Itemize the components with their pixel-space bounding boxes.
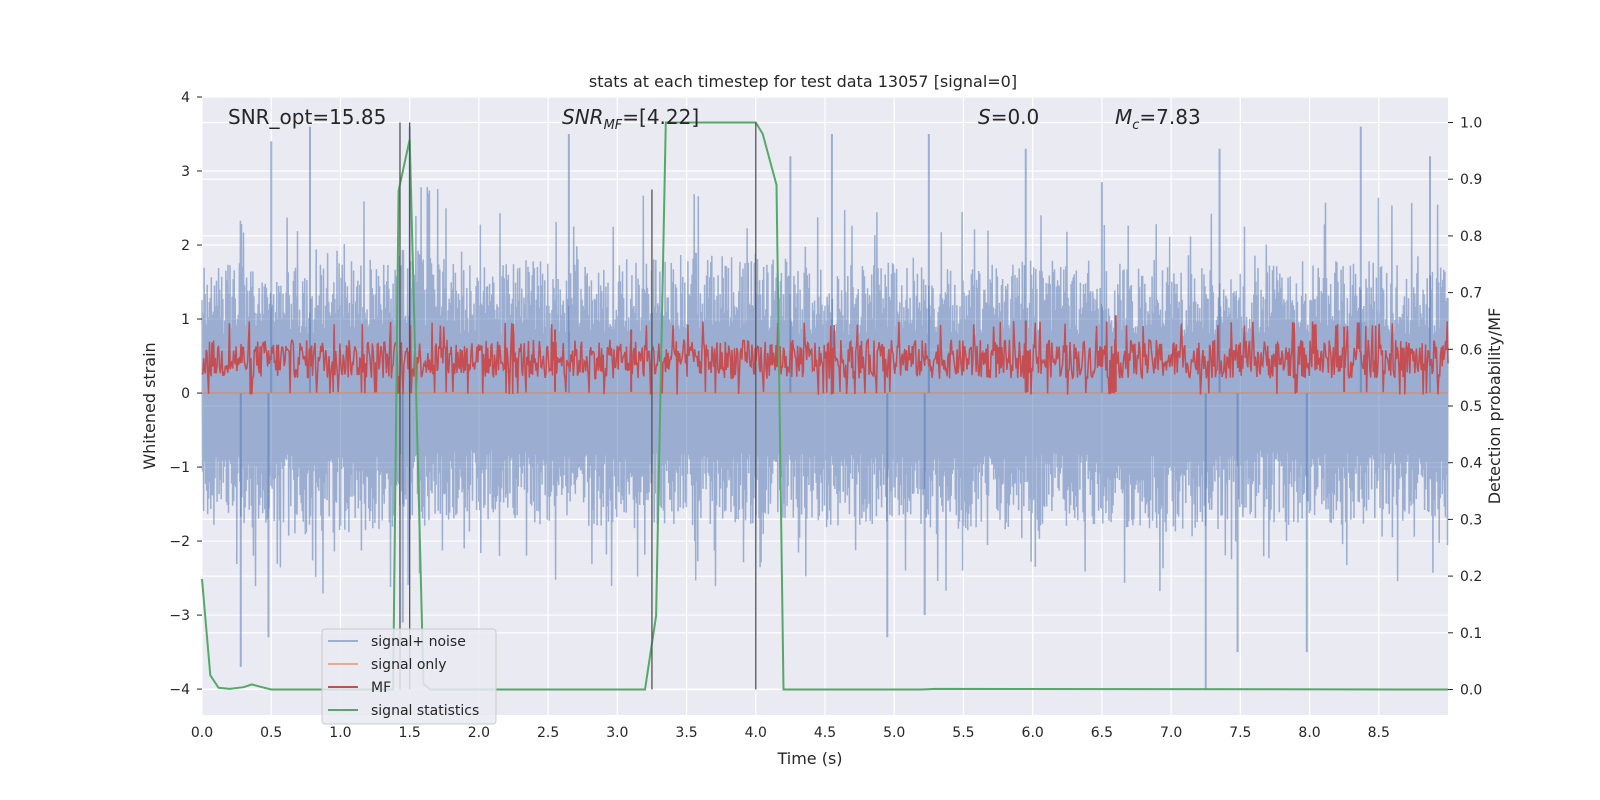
y-tick-label: 1 bbox=[181, 312, 190, 328]
annotation-s-main: S bbox=[978, 105, 991, 129]
x-tick-label: 5.5 bbox=[952, 725, 974, 741]
vertical-markers bbox=[399, 122, 757, 690]
x-tick-label: 4.0 bbox=[745, 725, 767, 741]
x-tick-label: 0.5 bbox=[260, 725, 282, 741]
y2-tick-label: 0.7 bbox=[1460, 286, 1482, 302]
x-tick-label: 7.0 bbox=[1160, 725, 1182, 741]
y2-tick-label: 0.3 bbox=[1460, 512, 1482, 528]
annotation-mc-value: =7.83 bbox=[1139, 105, 1200, 129]
x-tick-label: 3.5 bbox=[675, 725, 697, 741]
y2-tick-label: 0.9 bbox=[1460, 172, 1482, 188]
y2-tick-label: 0.1 bbox=[1460, 626, 1482, 642]
annotation-mc-main: M bbox=[1115, 105, 1132, 129]
y2-tick-label: 1.0 bbox=[1460, 116, 1482, 132]
x-tick-label: 0.0 bbox=[191, 725, 213, 741]
legend-label-signal-noise: signal+ noise bbox=[371, 634, 466, 650]
y-tick-label: 4 bbox=[181, 90, 190, 106]
y-tick-label: 2 bbox=[181, 238, 190, 254]
annotation-s-value: =0.0 bbox=[991, 105, 1040, 129]
x-tick-label: 4.5 bbox=[814, 725, 836, 741]
x-tick-label: 6.5 bbox=[1091, 725, 1113, 741]
legend-label-signal-only: signal only bbox=[371, 657, 446, 673]
y-axis-label: Whitened strain bbox=[140, 342, 159, 469]
annotation-s: S=0.0 bbox=[978, 105, 1039, 129]
y-tick-label: −4 bbox=[169, 682, 190, 698]
y-tick-label: −1 bbox=[169, 460, 190, 476]
annotation-snr-mf-value: =[4.22] bbox=[622, 105, 699, 129]
annotation-mc: Mc=7.83 bbox=[1115, 105, 1201, 133]
y2-tick-label: 0.2 bbox=[1460, 569, 1482, 585]
annotation-mc-sub: c bbox=[1132, 118, 1139, 133]
y2-tick-label: 0.0 bbox=[1460, 682, 1482, 698]
y2-axis-label: Detection probability/MF bbox=[1485, 308, 1504, 505]
x-tick-label: 6.0 bbox=[1022, 725, 1044, 741]
x-tick-label: 8.5 bbox=[1368, 725, 1390, 741]
x-tick-label: 1.0 bbox=[329, 725, 351, 741]
legend-label-mf: MF bbox=[371, 680, 391, 696]
annotation-snr-mf-main: SNR bbox=[562, 105, 604, 129]
x-tick-label: 3.0 bbox=[606, 725, 628, 741]
x-tick-label: 7.5 bbox=[1229, 725, 1251, 741]
y-tick-label: 0 bbox=[181, 386, 190, 402]
y2-tick-label: 0.5 bbox=[1460, 399, 1482, 415]
tick-labels: 0.0 0.5 1.0 1.5 2.0 2.5 3.0 3.5 4.0 4.5 5.0 5.5 6.0 6… bbox=[169, 90, 1482, 741]
x-tick-label: 2.5 bbox=[537, 725, 559, 741]
annotation-snr-mf-sub: MF bbox=[604, 118, 623, 133]
y2-tick-label: 0.8 bbox=[1460, 229, 1482, 245]
legend: signal+ noise signal only MF signal stat… bbox=[321, 628, 497, 725]
x-tick-label: 8.0 bbox=[1298, 725, 1320, 741]
y2-tick-label: 0.4 bbox=[1460, 456, 1482, 472]
y-tick-label: −2 bbox=[169, 534, 190, 550]
legend-label-signal-statistics: signal statistics bbox=[371, 703, 479, 719]
x-axis-label: Time (s) bbox=[776, 749, 842, 768]
x-tick-label: 1.5 bbox=[399, 725, 421, 741]
x-tick-label: 2.0 bbox=[468, 725, 490, 741]
y2-tick-label: 0.6 bbox=[1460, 342, 1482, 358]
y-tick-label: 3 bbox=[181, 164, 190, 180]
y-tick-label: −3 bbox=[169, 608, 190, 624]
legend-box bbox=[321, 628, 497, 725]
annotation-snr-mf: SNRMF=[4.22] bbox=[562, 105, 699, 133]
x-tick-label: 5.0 bbox=[883, 725, 905, 741]
chart-title: stats at each timestep for test data 130… bbox=[589, 72, 1017, 91]
annotation-snr-opt: SNR_opt=15.85 bbox=[228, 105, 386, 129]
